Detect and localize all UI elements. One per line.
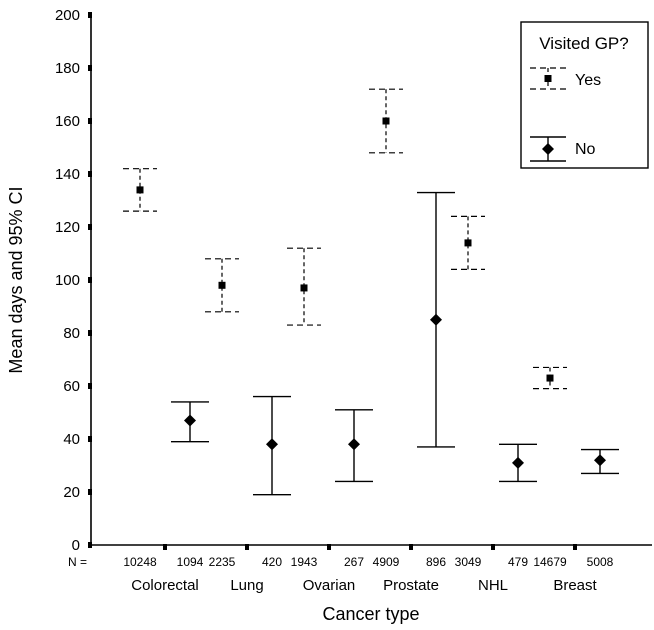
y-tick-label: 140 — [55, 166, 80, 183]
x-tick-mark — [491, 544, 495, 550]
mean-square-marker — [300, 284, 308, 292]
y-tick-mark — [88, 542, 92, 548]
x-categories: Colorectal Lung Ovarian Prostate NHL Breast — [131, 544, 598, 594]
n-count-label: 5008 — [587, 555, 614, 569]
mean-diamond-marker — [512, 456, 524, 469]
n-count-label: 10248 — [123, 555, 157, 569]
mean-diamond-marker — [430, 313, 442, 326]
y-tick-mark — [88, 118, 92, 124]
x-tick-mark — [163, 544, 167, 550]
y-tick-mark — [88, 224, 92, 230]
y-ticks: 0 20 40 60 80 100 120 140 160 180 200 — [55, 7, 92, 554]
n-count-label: 1943 — [291, 555, 318, 569]
x-tick-mark — [409, 544, 413, 550]
y-tick-label: 60 — [63, 378, 80, 395]
y-tick-label: 200 — [55, 7, 80, 24]
mean-square-marker — [218, 281, 226, 289]
y-tick-mark — [88, 436, 92, 442]
n-count-label: 1094 — [177, 555, 204, 569]
y-tick-label: 100 — [55, 272, 80, 289]
legend: Visited GP? Yes No — [520, 21, 649, 169]
y-tick-label: 160 — [55, 113, 80, 130]
x-tick-mark — [573, 544, 577, 550]
y-tick-label: 180 — [55, 60, 80, 77]
y-tick-mark — [88, 12, 92, 18]
x-category-label: NHL — [478, 577, 508, 594]
legend-box — [520, 21, 649, 169]
mean-square-marker — [382, 117, 390, 125]
legend-title: Visited GP? — [539, 34, 628, 53]
y-tick-mark — [88, 330, 92, 336]
mean-square-marker — [546, 374, 554, 382]
n-count-label: 3049 — [455, 555, 482, 569]
legend-yes-square-marker — [544, 75, 552, 82]
series-marks: 10248 2235 1943 4909 3049 14679 1094 420 267 896 4… — [123, 88, 619, 569]
legend-entry-no: No — [530, 136, 596, 162]
mean-diamond-marker — [594, 454, 606, 467]
legend-entry-yes: Yes — [530, 67, 601, 90]
y-axis-title: Mean days and 95% CI — [6, 186, 26, 373]
n-count-label: 2235 — [209, 555, 236, 569]
x-tick-mark — [245, 544, 249, 550]
y-tick-label: 0 — [72, 537, 80, 554]
y-tick-label: 40 — [63, 431, 80, 448]
x-axis-title: Cancer type — [322, 604, 419, 624]
mean-square-marker — [136, 186, 144, 194]
n-prefix-label: N = — [68, 555, 87, 569]
mean-diamond-marker — [266, 438, 278, 451]
legend-no-label: No — [575, 141, 596, 158]
x-category-label: Colorectal — [131, 577, 199, 594]
mean-square-marker — [464, 239, 472, 247]
mean-diamond-marker — [184, 414, 196, 427]
x-category-label: Ovarian — [303, 577, 356, 594]
n-count-label: 896 — [426, 555, 446, 569]
y-tick-mark — [88, 383, 92, 389]
n-count-label: 479 — [508, 555, 528, 569]
n-count-label: 4909 — [373, 555, 400, 569]
x-category-label: Breast — [553, 577, 597, 594]
y-tick-label: 20 — [63, 484, 80, 501]
n-count-label: 14679 — [533, 555, 567, 569]
legend-no-diamond-marker — [542, 143, 554, 155]
x-tick-mark — [327, 544, 331, 550]
x-category-label: Prostate — [383, 577, 439, 594]
y-tick-mark — [88, 65, 92, 71]
x-category-label: Lung — [230, 577, 263, 594]
y-tick-mark — [88, 171, 92, 177]
legend-yes-label: Yes — [575, 72, 601, 89]
y-tick-mark — [88, 277, 92, 283]
y-tick-label: 120 — [55, 219, 80, 236]
y-tick-label: 80 — [63, 325, 80, 342]
y-tick-mark — [88, 489, 92, 495]
n-count-label: 420 — [262, 555, 282, 569]
n-count-label: 267 — [344, 555, 364, 569]
mean-diamond-marker — [348, 438, 360, 451]
